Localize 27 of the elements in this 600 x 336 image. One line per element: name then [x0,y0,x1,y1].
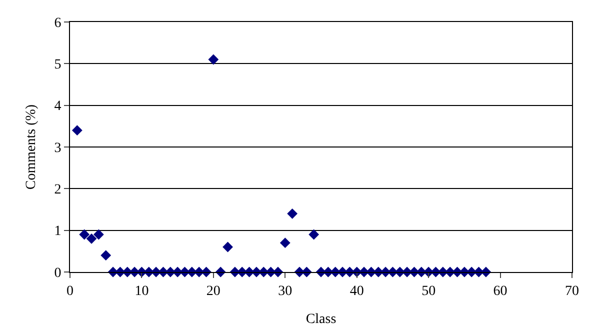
point [287,208,298,219]
point [86,233,97,244]
y-tick-label: 6 [54,16,62,31]
x-tick-label: 20 [206,284,220,299]
point [100,250,112,261]
y-tick-label: 5 [54,58,62,73]
y-tick-label: 3 [54,140,62,156]
point [208,54,219,65]
x-tick-label: 50 [422,284,436,299]
x-tick-label: 40 [350,284,364,299]
x-tick-label: 0 [66,284,74,299]
y-tick-label: 4 [54,99,62,114]
point [222,242,233,252]
x-tick-label: 30 [278,284,292,299]
y-tick-label: 2 [54,182,62,198]
point [280,238,290,248]
y-tick-label: 1 [54,224,62,240]
y-axis-title: Comments (%) [24,104,39,190]
point [308,229,320,240]
point [72,125,82,136]
point [93,229,104,240]
point [79,229,90,240]
x-axis-title: Class [306,312,336,328]
x-tick-label: 60 [493,284,508,299]
x-tick-label: 10 [134,284,149,299]
y-tick-label: 0 [54,266,62,281]
x-tick-label: 70 [565,284,579,299]
